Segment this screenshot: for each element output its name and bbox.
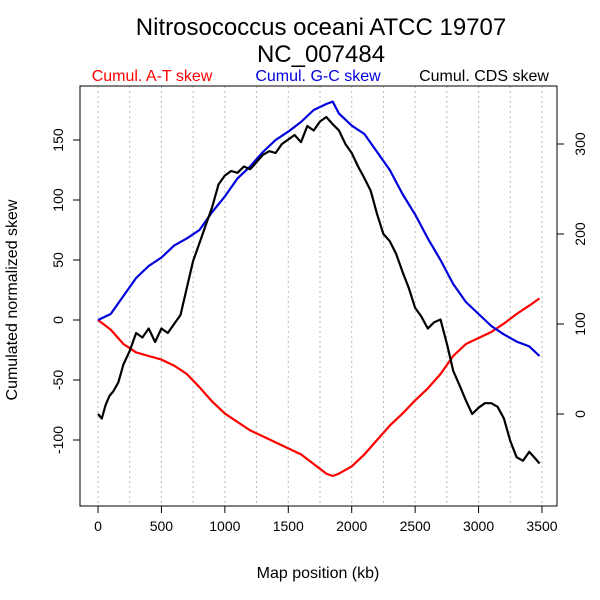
x-axis-label: Map position (kb) bbox=[257, 565, 380, 582]
x-axis: 0 500 1000 1500 2000 2500 3000 3500 bbox=[94, 505, 558, 534]
x-tick-label: 2500 bbox=[400, 518, 431, 534]
legend-gc-skew: Cumul. G-C skew bbox=[255, 68, 381, 85]
series-line bbox=[97, 100, 541, 357]
x-tick-label: 3000 bbox=[463, 518, 494, 534]
y-tick-label: 50 bbox=[50, 252, 66, 268]
chart-title: Nitrosococcus oceani ATCC 19707 bbox=[136, 14, 506, 41]
y2-tick-label: 0 bbox=[572, 410, 588, 418]
grid bbox=[97, 86, 543, 506]
series-line bbox=[97, 297, 541, 478]
y2-tick-label: 300 bbox=[572, 132, 588, 156]
y2-tick-label: 200 bbox=[572, 222, 588, 246]
plot-frame bbox=[79, 85, 558, 507]
y-tick-label: -50 bbox=[50, 370, 66, 390]
y2-axis: 0 100 200 300 bbox=[557, 132, 588, 418]
y-tick-label: 100 bbox=[50, 188, 66, 212]
y-tick-label: 0 bbox=[50, 316, 66, 324]
series-group bbox=[97, 100, 541, 478]
legend-at-skew: Cumul. A-T skew bbox=[92, 68, 213, 85]
chart-subtitle: NC_007484 bbox=[257, 41, 385, 68]
y-tick-label: -100 bbox=[50, 426, 66, 454]
series-line bbox=[97, 115, 541, 465]
x-tick-label: 0 bbox=[94, 518, 102, 534]
x-tick-label: 2000 bbox=[336, 518, 367, 534]
x-tick-label: 1500 bbox=[273, 518, 304, 534]
x-tick-label: 1000 bbox=[209, 518, 240, 534]
x-tick-label: 500 bbox=[150, 518, 174, 534]
y-axis: -100 -50 0 50 100 150 bbox=[50, 128, 80, 454]
x-tick-label: 3500 bbox=[526, 518, 557, 534]
legend-cds-skew: Cumul. CDS skew bbox=[419, 68, 549, 85]
y-axis-label: Cumulated normalized skew bbox=[4, 199, 21, 400]
y-tick-label: 150 bbox=[50, 128, 66, 152]
y2-tick-label: 100 bbox=[572, 312, 588, 336]
